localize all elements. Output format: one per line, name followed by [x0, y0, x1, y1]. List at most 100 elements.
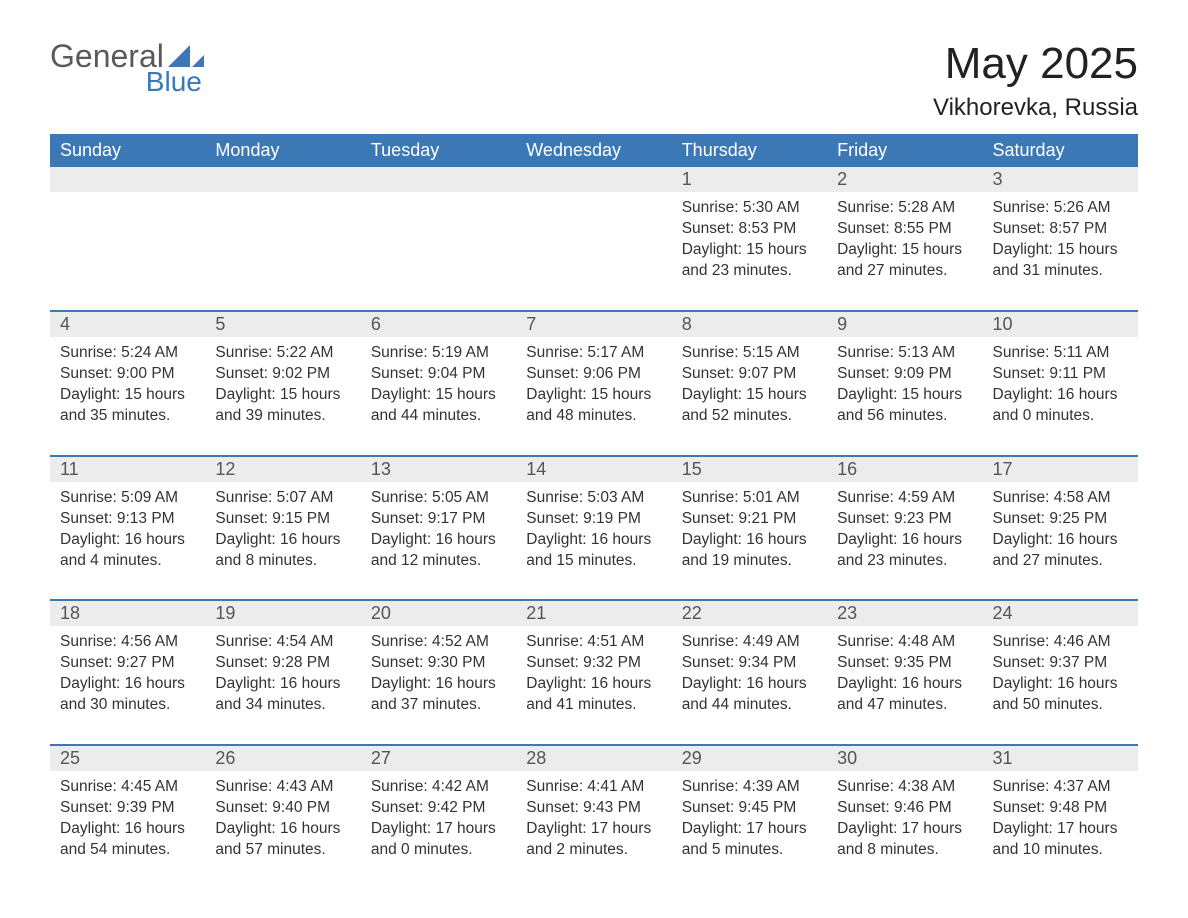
day-number: 11	[50, 457, 205, 482]
weekday-header: Monday	[205, 134, 360, 167]
day-number	[361, 167, 516, 192]
day-body: Sunrise: 5:15 AMSunset: 9:07 PMDaylight:…	[672, 337, 827, 437]
day-number: 31	[983, 746, 1138, 771]
daylight-line: Daylight: 16 hours and 15 minutes.	[526, 530, 661, 572]
daylight-line: Daylight: 16 hours and 12 minutes.	[371, 530, 506, 572]
calendar-day: 20Sunrise: 4:52 AMSunset: 9:30 PMDayligh…	[361, 601, 516, 726]
sunset-line: Sunset: 9:25 PM	[993, 509, 1128, 530]
day-body: Sunrise: 5:03 AMSunset: 9:19 PMDaylight:…	[516, 482, 671, 582]
day-body: Sunrise: 5:26 AMSunset: 8:57 PMDaylight:…	[983, 192, 1138, 292]
day-number: 12	[205, 457, 360, 482]
sunrise-line: Sunrise: 5:07 AM	[215, 488, 350, 509]
sunrise-line: Sunrise: 4:41 AM	[526, 777, 661, 798]
day-body: Sunrise: 5:30 AMSunset: 8:53 PMDaylight:…	[672, 192, 827, 292]
calendar-week: 25Sunrise: 4:45 AMSunset: 9:39 PMDayligh…	[50, 744, 1138, 871]
sunrise-line: Sunrise: 5:05 AM	[371, 488, 506, 509]
sunrise-line: Sunrise: 4:42 AM	[371, 777, 506, 798]
daylight-line: Daylight: 16 hours and 8 minutes.	[215, 530, 350, 572]
day-body: Sunrise: 4:39 AMSunset: 9:45 PMDaylight:…	[672, 771, 827, 871]
daylight-line: Daylight: 16 hours and 41 minutes.	[526, 674, 661, 716]
day-number: 16	[827, 457, 982, 482]
day-number: 15	[672, 457, 827, 482]
day-body: Sunrise: 5:07 AMSunset: 9:15 PMDaylight:…	[205, 482, 360, 582]
day-number: 9	[827, 312, 982, 337]
sunrise-line: Sunrise: 4:52 AM	[371, 632, 506, 653]
daylight-line: Daylight: 16 hours and 30 minutes.	[60, 674, 195, 716]
calendar-day: 17Sunrise: 4:58 AMSunset: 9:25 PMDayligh…	[983, 457, 1138, 582]
day-body: Sunrise: 5:01 AMSunset: 9:21 PMDaylight:…	[672, 482, 827, 582]
daylight-line: Daylight: 16 hours and 4 minutes.	[60, 530, 195, 572]
header: General Blue May 2025 Vikhorevka, Russia	[50, 40, 1138, 122]
calendar-day: 4Sunrise: 5:24 AMSunset: 9:00 PMDaylight…	[50, 312, 205, 437]
calendar-day: 13Sunrise: 5:05 AMSunset: 9:17 PMDayligh…	[361, 457, 516, 582]
day-body: Sunrise: 4:41 AMSunset: 9:43 PMDaylight:…	[516, 771, 671, 871]
calendar-day: 3Sunrise: 5:26 AMSunset: 8:57 PMDaylight…	[983, 167, 1138, 292]
daylight-line: Daylight: 16 hours and 57 minutes.	[215, 819, 350, 861]
sunrise-line: Sunrise: 4:54 AM	[215, 632, 350, 653]
weekday-header: Thursday	[672, 134, 827, 167]
sunset-line: Sunset: 9:34 PM	[682, 653, 817, 674]
day-body: Sunrise: 4:43 AMSunset: 9:40 PMDaylight:…	[205, 771, 360, 871]
day-body: Sunrise: 4:59 AMSunset: 9:23 PMDaylight:…	[827, 482, 982, 582]
calendar-day: 30Sunrise: 4:38 AMSunset: 9:46 PMDayligh…	[827, 746, 982, 871]
day-body: Sunrise: 4:52 AMSunset: 9:30 PMDaylight:…	[361, 626, 516, 726]
calendar-day: 29Sunrise: 4:39 AMSunset: 9:45 PMDayligh…	[672, 746, 827, 871]
day-body: Sunrise: 5:05 AMSunset: 9:17 PMDaylight:…	[361, 482, 516, 582]
sunset-line: Sunset: 9:32 PM	[526, 653, 661, 674]
day-number: 25	[50, 746, 205, 771]
sunset-line: Sunset: 9:35 PM	[837, 653, 972, 674]
weekday-header: Wednesday	[516, 134, 671, 167]
day-body: Sunrise: 4:54 AMSunset: 9:28 PMDaylight:…	[205, 626, 360, 726]
calendar-week: 11Sunrise: 5:09 AMSunset: 9:13 PMDayligh…	[50, 455, 1138, 582]
day-number: 21	[516, 601, 671, 626]
sunset-line: Sunset: 9:28 PM	[215, 653, 350, 674]
sunrise-line: Sunrise: 5:15 AM	[682, 343, 817, 364]
sunset-line: Sunset: 9:06 PM	[526, 364, 661, 385]
calendar-day: 6Sunrise: 5:19 AMSunset: 9:04 PMDaylight…	[361, 312, 516, 437]
daylight-line: Daylight: 17 hours and 5 minutes.	[682, 819, 817, 861]
daylight-line: Daylight: 15 hours and 35 minutes.	[60, 385, 195, 427]
sunrise-line: Sunrise: 5:01 AM	[682, 488, 817, 509]
sunset-line: Sunset: 9:09 PM	[837, 364, 972, 385]
day-body: Sunrise: 4:51 AMSunset: 9:32 PMDaylight:…	[516, 626, 671, 726]
daylight-line: Daylight: 16 hours and 23 minutes.	[837, 530, 972, 572]
weekday-header-row: SundayMondayTuesdayWednesdayThursdayFrid…	[50, 134, 1138, 167]
sunset-line: Sunset: 9:45 PM	[682, 798, 817, 819]
sunset-line: Sunset: 9:07 PM	[682, 364, 817, 385]
day-number: 10	[983, 312, 1138, 337]
sunset-line: Sunset: 8:55 PM	[837, 219, 972, 240]
calendar-day: 31Sunrise: 4:37 AMSunset: 9:48 PMDayligh…	[983, 746, 1138, 871]
day-number: 29	[672, 746, 827, 771]
calendar-day: 14Sunrise: 5:03 AMSunset: 9:19 PMDayligh…	[516, 457, 671, 582]
calendar-day: 18Sunrise: 4:56 AMSunset: 9:27 PMDayligh…	[50, 601, 205, 726]
day-body: Sunrise: 5:24 AMSunset: 9:00 PMDaylight:…	[50, 337, 205, 437]
sunrise-line: Sunrise: 5:24 AM	[60, 343, 195, 364]
sunrise-line: Sunrise: 5:30 AM	[682, 198, 817, 219]
day-body	[361, 192, 516, 288]
day-number: 24	[983, 601, 1138, 626]
weekday-header: Saturday	[983, 134, 1138, 167]
day-number: 13	[361, 457, 516, 482]
calendar-day: 11Sunrise: 5:09 AMSunset: 9:13 PMDayligh…	[50, 457, 205, 582]
day-number: 1	[672, 167, 827, 192]
daylight-line: Daylight: 17 hours and 2 minutes.	[526, 819, 661, 861]
day-body: Sunrise: 5:28 AMSunset: 8:55 PMDaylight:…	[827, 192, 982, 292]
calendar-day: 5Sunrise: 5:22 AMSunset: 9:02 PMDaylight…	[205, 312, 360, 437]
location-label: Vikhorevka, Russia	[933, 94, 1138, 122]
sunrise-line: Sunrise: 5:09 AM	[60, 488, 195, 509]
daylight-line: Daylight: 17 hours and 0 minutes.	[371, 819, 506, 861]
day-number	[50, 167, 205, 192]
day-number: 18	[50, 601, 205, 626]
daylight-line: Daylight: 15 hours and 23 minutes.	[682, 240, 817, 282]
sunrise-line: Sunrise: 4:58 AM	[993, 488, 1128, 509]
calendar-day-empty	[205, 167, 360, 292]
day-number: 2	[827, 167, 982, 192]
daylight-line: Daylight: 16 hours and 54 minutes.	[60, 819, 195, 861]
sunset-line: Sunset: 9:27 PM	[60, 653, 195, 674]
sunset-line: Sunset: 9:17 PM	[371, 509, 506, 530]
sunset-line: Sunset: 9:02 PM	[215, 364, 350, 385]
daylight-line: Daylight: 15 hours and 44 minutes.	[371, 385, 506, 427]
calendar-week: 1Sunrise: 5:30 AMSunset: 8:53 PMDaylight…	[50, 167, 1138, 292]
sunrise-line: Sunrise: 4:51 AM	[526, 632, 661, 653]
daylight-line: Daylight: 16 hours and 50 minutes.	[993, 674, 1128, 716]
